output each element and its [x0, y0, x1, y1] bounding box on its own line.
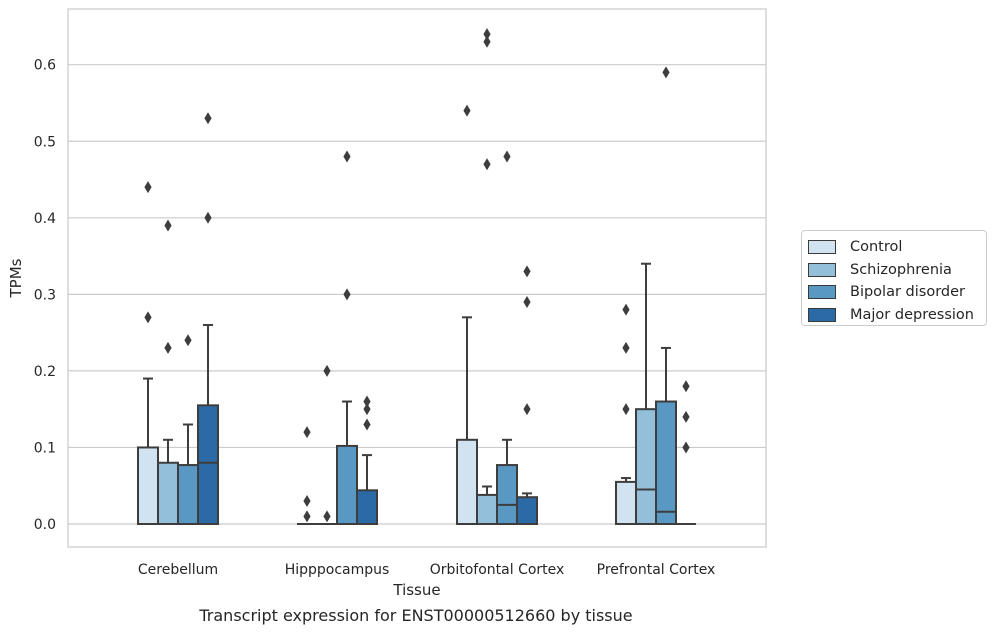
- outlier-point: [523, 403, 531, 416]
- box-0-0: [137, 181, 159, 526]
- gridlines: [68, 64, 766, 525]
- outlier-point: [622, 303, 630, 316]
- box-2-2: [496, 150, 518, 525]
- x-tick-label: Prefrontal Cortex: [597, 562, 716, 578]
- outlier-point: [184, 334, 192, 347]
- y-tick-label: 0.2: [34, 364, 56, 380]
- x-axis-label: Tissue: [392, 581, 440, 599]
- box-2-0: [177, 334, 199, 525]
- legend: Control Schizophrenia Bipolar disorder M…: [801, 230, 987, 326]
- box-1-2: [476, 28, 498, 526]
- outlier-point: [144, 311, 152, 324]
- y-tick-label: 0.6: [34, 58, 56, 74]
- y-tick-label: 0.4: [34, 211, 56, 227]
- outlier-point: [363, 403, 371, 416]
- outlier-point: [303, 495, 311, 508]
- box-body: [456, 438, 478, 526]
- outlier-point: [523, 265, 531, 278]
- box-0-3: [615, 303, 637, 525]
- legend-swatch-control: [808, 240, 836, 255]
- outlier-point: [622, 341, 630, 354]
- x-tick-label: Hipppocampus: [285, 562, 390, 578]
- legend-label-control: Control: [850, 239, 903, 256]
- outlier-point: [682, 410, 690, 423]
- box-0-2: [456, 104, 478, 526]
- outlier-point: [682, 441, 690, 454]
- box-1-0: [157, 219, 179, 526]
- legend-item-control: Control: [808, 236, 986, 259]
- y-tick-label: 0.1: [34, 440, 56, 456]
- outlier-point: [463, 104, 471, 117]
- legend-item-major-depression: Major depression: [808, 304, 986, 327]
- outlier-point: [363, 418, 371, 431]
- outlier-point: [622, 403, 630, 416]
- outlier-point: [204, 112, 212, 125]
- box-body: [197, 404, 219, 525]
- box-body: [336, 444, 358, 526]
- box-body: [157, 461, 179, 526]
- box-body: [177, 464, 199, 525]
- outlier-point: [323, 364, 331, 377]
- outlier-point: [503, 150, 511, 163]
- y-tick-label: 0.0: [34, 517, 56, 533]
- legend-label-bipolar-disorder: Bipolar disorder: [850, 284, 965, 301]
- legend-item-bipolar-disorder: Bipolar disorder: [808, 281, 986, 304]
- y-axis-ticks: 0.0 0.1 0.2 0.3 0.4 0.5 0.6: [34, 58, 56, 533]
- box-3-2: [516, 265, 538, 525]
- legend-swatch-major-depression: [808, 307, 836, 322]
- box-body: [516, 496, 538, 525]
- legend-swatch-schizophrenia: [808, 262, 836, 277]
- outlier-point: [164, 341, 172, 354]
- outlier-point: [144, 181, 152, 194]
- outlier-point: [323, 510, 331, 523]
- box-1-1: [317, 364, 337, 525]
- outlier-point: [483, 35, 491, 48]
- legend-label-schizophrenia: Schizophrenia: [850, 261, 952, 278]
- box-body: [137, 446, 159, 526]
- outlier-point: [343, 150, 351, 163]
- box-3-3: [676, 380, 696, 525]
- x-tick-label: Orbitofontal Cortex: [430, 562, 565, 578]
- boxes: [137, 28, 696, 526]
- outlier-point: [682, 380, 690, 393]
- box-body: [356, 489, 378, 525]
- outlier-point: [483, 158, 491, 171]
- outlier-point: [343, 288, 351, 301]
- outlier-point: [662, 66, 670, 79]
- outlier-point: [483, 28, 491, 41]
- box-2-3: [655, 66, 677, 525]
- outlier-point: [164, 219, 172, 232]
- box-body: [476, 493, 498, 526]
- y-tick-label: 0.5: [34, 134, 56, 150]
- legend-item-schizophrenia: Schizophrenia: [808, 259, 986, 282]
- y-tick-label: 0.3: [34, 287, 56, 303]
- legend-label-major-depression: Major depression: [850, 306, 974, 323]
- box-body: [496, 464, 518, 525]
- box-0-1: [297, 426, 317, 525]
- box-3-1: [356, 395, 378, 525]
- outlier-point: [523, 296, 531, 309]
- outlier-point: [303, 426, 311, 439]
- outlier-point: [303, 510, 311, 523]
- box-body: [635, 408, 657, 525]
- outlier-point: [204, 211, 212, 224]
- legend-swatch-bipolar-disorder: [808, 285, 836, 300]
- chart-caption: Transcript expression for ENST0000051266…: [199, 606, 633, 625]
- box-2-1: [336, 150, 358, 526]
- plot-frame: [67, 8, 767, 548]
- box-body: [615, 480, 637, 525]
- x-axis-ticks: Cerebellum Hipppocampus Orbitofontal Corte…: [138, 562, 715, 578]
- box-1-3: [635, 262, 657, 525]
- box-3-0: [197, 112, 219, 525]
- box-body: [655, 400, 677, 525]
- y-axis-label: TPMs: [7, 258, 25, 298]
- x-tick-label: Cerebellum: [138, 562, 218, 578]
- outlier-point: [363, 395, 371, 408]
